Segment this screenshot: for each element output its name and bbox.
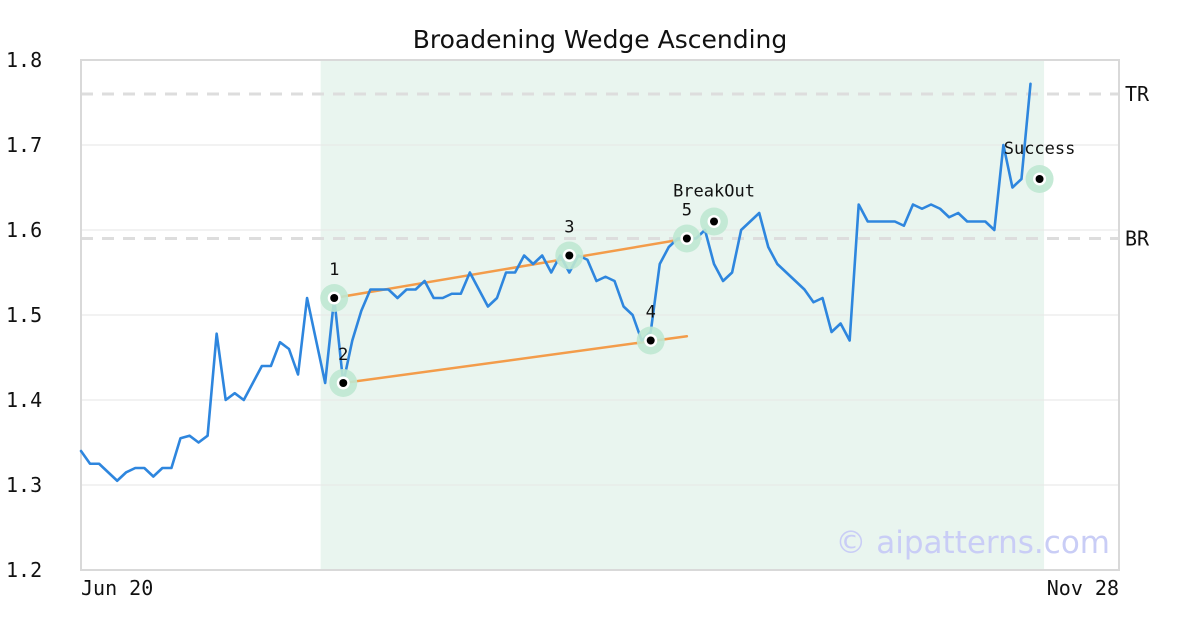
- y-tick-label: 1.7: [6, 133, 42, 157]
- y-tick-label: 1.4: [6, 388, 42, 412]
- annotation-breakout: BreakOut: [673, 182, 755, 202]
- annotation-success: Success: [1004, 139, 1076, 159]
- point-marker-4: [646, 336, 655, 345]
- point-marker-2: [339, 379, 348, 387]
- point-label-4: 4: [646, 303, 656, 323]
- x-tick-label-end: Nov 28: [1047, 576, 1119, 600]
- y-tick-label: 1.3: [6, 473, 42, 497]
- trend-line-2: [341, 335, 689, 385]
- y-tick-label: 1.2: [6, 558, 42, 582]
- level-label-br: BR: [1125, 227, 1150, 251]
- watermark: © aipatterns.com: [835, 525, 1110, 561]
- price-line: [79, 82, 1032, 483]
- y-tick-label: 1.5: [6, 303, 42, 327]
- x-tick-label-start: Jun 20: [81, 576, 153, 600]
- point-marker-3: [565, 251, 574, 260]
- y-tick-label: 1.8: [6, 48, 42, 72]
- trend-line-1: [332, 237, 689, 300]
- chart-title: Broadening Wedge Ascending: [413, 25, 788, 54]
- annotation-marker-success: [1035, 175, 1044, 183]
- level-label-tr: TR: [1125, 82, 1150, 106]
- point-label-1: 1: [329, 260, 339, 280]
- point-label-3: 3: [564, 218, 574, 238]
- point-label-2: 2: [338, 345, 348, 365]
- annotation-marker-breakout: [710, 217, 719, 226]
- point-marker-1: [330, 294, 339, 302]
- y-tick-label: 1.6: [6, 218, 42, 242]
- point-label-5: 5: [682, 201, 692, 221]
- point-marker-5: [682, 234, 691, 243]
- plot-border: [80, 59, 1120, 571]
